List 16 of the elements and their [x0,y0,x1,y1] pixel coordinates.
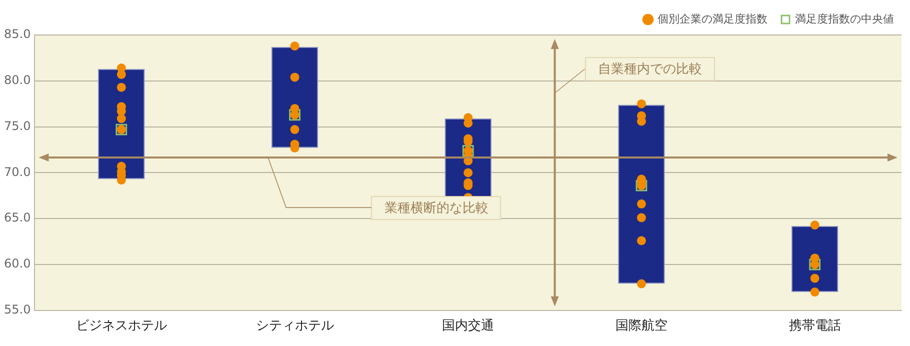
legend-label: 満足度指数の中央値 [795,12,894,26]
y-tick-label: 65.0 [4,210,31,225]
y-tick-label: 70.0 [4,164,31,179]
annotation: 業種横断的な比較 [371,196,502,220]
annotation: 自業種内での比較 [584,57,715,81]
x-tick-label: 携帯電話 [788,318,841,334]
y-tick-label: 55.0 [4,302,31,317]
x-tick-label: ビジネスホテル [76,318,167,334]
x-tick-label: 国内交通 [442,318,494,334]
x-tick-label: 国際航空 [615,318,668,334]
legend-label: 個別企業の満足度指数 [658,12,768,26]
y-tick-label: 75.0 [4,118,31,133]
x-tick-label: シティホテル [256,318,334,334]
y-tick-label: 85.0 [4,27,31,42]
y-tick-label: 60.0 [4,256,31,271]
y-tick-label: 80.0 [4,73,31,88]
